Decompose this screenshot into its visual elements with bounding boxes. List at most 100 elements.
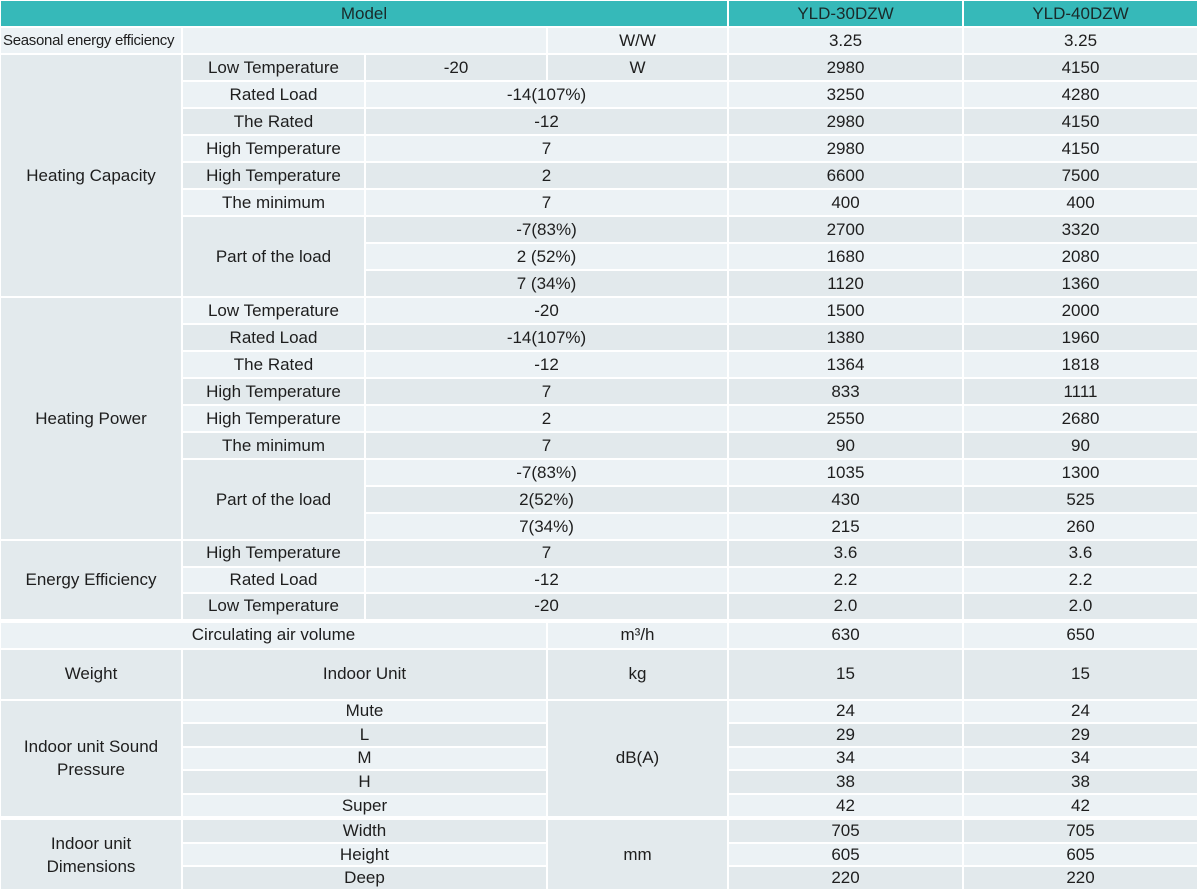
item-label: Width [182,819,547,843]
value-yld-30dzw: 833 [728,378,963,405]
value-yld-40dzw: 1300 [963,459,1198,486]
value-yld-40dzw: 705 [963,819,1198,843]
value-yld-40dzw: 3.6 [963,540,1198,567]
condition-cell: -20 [365,593,728,620]
sound-label: Indoor unit Sound Pressure [0,699,182,818]
unit-cell: dB(A) [547,699,728,818]
value-yld-30dzw: 15 [728,648,963,700]
value-yld-30dzw: 2700 [728,216,963,243]
condition-cell: 7 [365,135,728,162]
item-label: H [182,770,547,794]
table-row: Low Temperature -20 2.0 2.0 [0,593,1198,620]
table-row: Rated Load -12 2.2 2.2 [0,566,1198,593]
condition-cell: 2 [365,405,728,432]
value-yld-40dzw: 260 [963,513,1198,540]
value-yld-40dzw: 2.2 [963,566,1198,593]
condition-cell: -7(83%) [365,459,728,486]
item-label: Part of the load [182,459,365,540]
spacer [0,817,1198,820]
value-yld-30dzw: 6600 [728,162,963,189]
table-row: Energy Efficiency High Temperature 7 3.6 3.6 [0,540,1198,620]
condition-cell: 7 [365,378,728,405]
value-yld-40dzw: 2.0 [963,593,1198,620]
table-row: Indoor unit Sound Pressure Mute dB(A) 24 24 [0,699,1198,818]
value-yld-40dzw: 4280 [963,81,1198,108]
item-label: Rated Load [182,566,365,593]
item-label: High Temperature [182,378,365,405]
item-label: Deep [182,866,547,890]
table-row: Heating Power Low Temperature -20 1500 2000 [0,297,1198,540]
spacer [0,619,1198,622]
value-yld-30dzw: 1035 [728,459,963,486]
value-yld-40dzw: 400 [963,189,1198,216]
value-yld-40dzw: 605 [963,842,1198,867]
table-row: The minimum 7 400 400 [0,189,1198,216]
value-yld-40dzw: 7500 [963,162,1198,189]
unit-cell: m³/h [547,621,728,649]
unit-cell: W/W [547,27,728,54]
value-yld-30dzw: 630 [728,621,963,649]
model-header: Model [0,0,728,27]
value-yld-30dzw: 430 [728,486,963,513]
table-row: Rated Load -14(107%) 1380 1960 [0,324,1198,351]
dimensions-label: Indoor unit Dimensions [0,819,182,890]
value-yld-40dzw: 42 [963,793,1198,818]
value-yld-30dzw: 2980 [728,54,963,81]
table-row: Seasonal energy efficiency W/W 3.25 3.25 [0,27,1198,54]
item-label: The minimum [182,432,365,459]
table-row: L 29 29 [0,723,1198,747]
table-row: Heating Capacity Low Temperature -20 W 2980 4… [0,54,1198,297]
value-yld-40dzw: 4150 [963,108,1198,135]
value-yld-30dzw: 38 [728,770,963,794]
item-label: The Rated [182,108,365,135]
item-label: High Temperature [182,540,365,567]
table-row: M 34 34 [0,746,1198,771]
value-yld-30dzw: 3.25 [728,27,963,54]
value-yld-30dzw: 3.6 [728,540,963,567]
condition-cell: 7 [365,432,728,459]
value-yld-40dzw: 2680 [963,405,1198,432]
item-label: Indoor Unit [182,648,547,700]
value-yld-30dzw: 2550 [728,405,963,432]
value-yld-40dzw: 3.25 [963,27,1198,54]
value-yld-40dzw: 1960 [963,324,1198,351]
item-label: Super [182,793,547,818]
table-row: Part of the load -7(83%) 2700 3320 [0,216,1198,297]
value-yld-30dzw: 2980 [728,108,963,135]
value-yld-40dzw: 1111 [963,378,1198,405]
condition-cell: 2 [365,162,728,189]
table-row: Circulating air volume m³/h 630 650 [0,621,1198,649]
model-yld-40dzw: YLD-40DZW [963,0,1198,27]
unit-cell: W [547,54,728,81]
value-yld-40dzw: 15 [963,648,1198,700]
value-yld-40dzw: 90 [963,432,1198,459]
heating-capacity-label: Heating Capacity [0,54,182,297]
value-yld-40dzw: 29 [963,723,1198,747]
value-yld-40dzw: 1360 [963,270,1198,297]
item-label: Rated Load [182,324,365,351]
condition-cell: -12 [365,566,728,593]
condition-cell: 2(52%) [365,486,728,513]
air-volume-label: Circulating air volume [0,621,547,649]
model-yld-30dzw: YLD-30DZW [728,0,963,27]
value-yld-30dzw: 1120 [728,270,963,297]
value-yld-30dzw: 2980 [728,135,963,162]
item-label: Mute [182,699,547,724]
unit-cell: kg [547,648,728,700]
value-yld-30dzw: 3250 [728,81,963,108]
energy-efficiency-label: Energy Efficiency [0,540,182,620]
table-row: 7 (34%) 1120 1360 [0,270,1198,297]
value-yld-40dzw: 220 [963,866,1198,890]
table-row: Weight Indoor Unit kg 15 15 [0,648,1198,700]
item-label: High Temperature [182,162,365,189]
value-yld-30dzw: 1380 [728,324,963,351]
table-row: The minimum 7 90 90 [0,432,1198,459]
condition-cell: 2 (52%) [365,243,728,270]
condition-cell: -20 [365,54,547,81]
table-row: H 38 38 [0,770,1198,794]
table-row: Part of the load -7(83%) 1035 1300 [0,459,1198,540]
item-label: High Temperature [182,135,365,162]
value-yld-40dzw: 4150 [963,54,1198,81]
empty-cell [182,27,547,54]
